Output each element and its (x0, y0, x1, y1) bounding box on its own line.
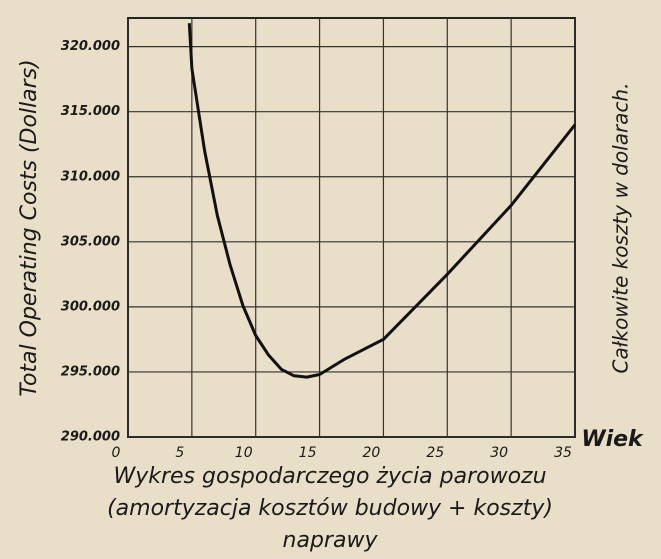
x-tick-label: 35 (554, 445, 572, 461)
y-tick-label: 290.000 (61, 430, 120, 445)
x-tick-label: 25 (426, 445, 444, 461)
x-tick-label: 15 (299, 445, 317, 461)
data-line (187, 23, 577, 379)
y-axis-label: Total Operating Costs (Dollars) (17, 59, 42, 397)
y-tick-label: 305.000 (61, 234, 120, 249)
x-tick-label: 20 (363, 445, 381, 461)
y-tick-label: 310.000 (61, 169, 120, 184)
x-axis-label: Wiek (581, 427, 644, 452)
x-tick-label: 5 (175, 445, 184, 461)
y-tick-label: 300.000 (61, 299, 120, 314)
caption-line: naprawy (283, 528, 379, 553)
y-tick-label: 315.000 (61, 104, 120, 119)
y-tick-label: 295.000 (61, 364, 120, 379)
x-tick-label: 10 (235, 445, 253, 461)
x-tick-label: 0 (112, 445, 121, 461)
caption-line: (amortyzacja kosztów budowy + koszty) (107, 496, 553, 521)
x-tick-label: 30 (490, 445, 508, 461)
y-tick-label: 320.000 (61, 39, 120, 54)
caption-line: Wykres gospodarczego życia parowozu (113, 464, 546, 489)
y2-axis-label: Całkowite koszty w dolarach. (609, 83, 633, 374)
